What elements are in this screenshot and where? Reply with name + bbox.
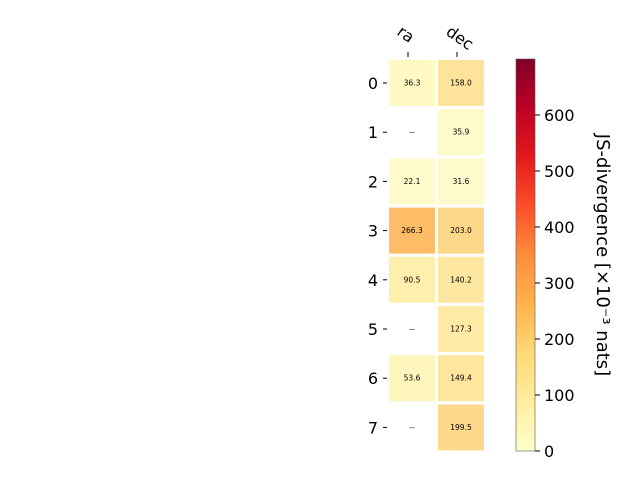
column-tick-labels: ra dec <box>394 22 477 57</box>
colorbar-label: JS-divergence [×10⁻³ nats] <box>592 133 613 376</box>
colorbar-tick-label: 600 <box>544 106 575 125</box>
heatmap-cell <box>438 355 484 402</box>
heatmap-cell <box>438 404 484 451</box>
heatmap-cells: 36.3 158.0 -- 35.9 22.1 31.6 266.3 203.0 90.5 140… <box>389 60 484 451</box>
colorbar-tick-label: 500 <box>544 162 575 181</box>
cell-value-label: 22.1 <box>404 177 421 186</box>
heatmap-cell <box>438 109 484 156</box>
cell-value-label: 203.0 <box>450 226 472 235</box>
cell-value-label: 140.2 <box>450 275 472 284</box>
column-tick-label: dec <box>443 22 477 54</box>
heatmap-cell <box>389 158 435 205</box>
colorbar-tick-label: 200 <box>544 330 575 349</box>
colorbar <box>515 58 536 452</box>
heatmap-cell <box>438 207 484 254</box>
cell-value-label: -- <box>409 423 415 432</box>
cell-value-label: -- <box>409 128 415 137</box>
colorbar-tick-label: 400 <box>544 218 575 237</box>
heatmap-cell <box>389 256 435 303</box>
heatmap-cell <box>389 355 435 402</box>
heatmap-cell <box>438 60 484 106</box>
row-tick-label: 6 <box>368 369 378 388</box>
row-tick-label: 0 <box>368 74 378 93</box>
colorbar-tick-label: 100 <box>544 386 575 405</box>
row-tick-label: 1 <box>368 123 378 142</box>
cell-value-label: 36.3 <box>404 79 421 88</box>
row-tick-label: 3 <box>368 222 378 241</box>
row-tick-label: 4 <box>368 271 378 290</box>
cell-value-label: 53.6 <box>404 374 421 383</box>
cell-value-label: 149.4 <box>450 374 472 383</box>
colorbar-ticks: 0 100 200 300 400 500 600 <box>535 106 575 461</box>
cell-value-label: 35.9 <box>453 128 470 137</box>
cell-value-label: 266.3 <box>401 226 423 235</box>
colorbar-tick-label: 300 <box>544 274 575 293</box>
cell-value-label: 31.6 <box>453 177 470 186</box>
heatmap-cell <box>389 60 435 106</box>
row-tick-label: 2 <box>368 172 378 191</box>
row-tick-label: 5 <box>368 320 378 339</box>
cell-value-label: 199.5 <box>450 423 472 432</box>
heatmap-cell <box>438 158 484 205</box>
heatmap-cell <box>438 306 484 352</box>
heatmap-cell <box>438 256 484 303</box>
heatmap-cell <box>389 207 435 254</box>
row-tick-labels: 0 1 2 3 4 5 6 7 <box>368 74 387 437</box>
cell-value-label: 158.0 <box>450 79 472 88</box>
row-tick-label: 7 <box>368 418 378 437</box>
column-tick-label: ra <box>394 22 418 47</box>
cell-value-label: 90.5 <box>404 275 421 284</box>
cell-value-label: 127.3 <box>450 325 472 334</box>
cell-value-label: -- <box>409 325 415 334</box>
colorbar-tick-label: 0 <box>544 442 554 461</box>
